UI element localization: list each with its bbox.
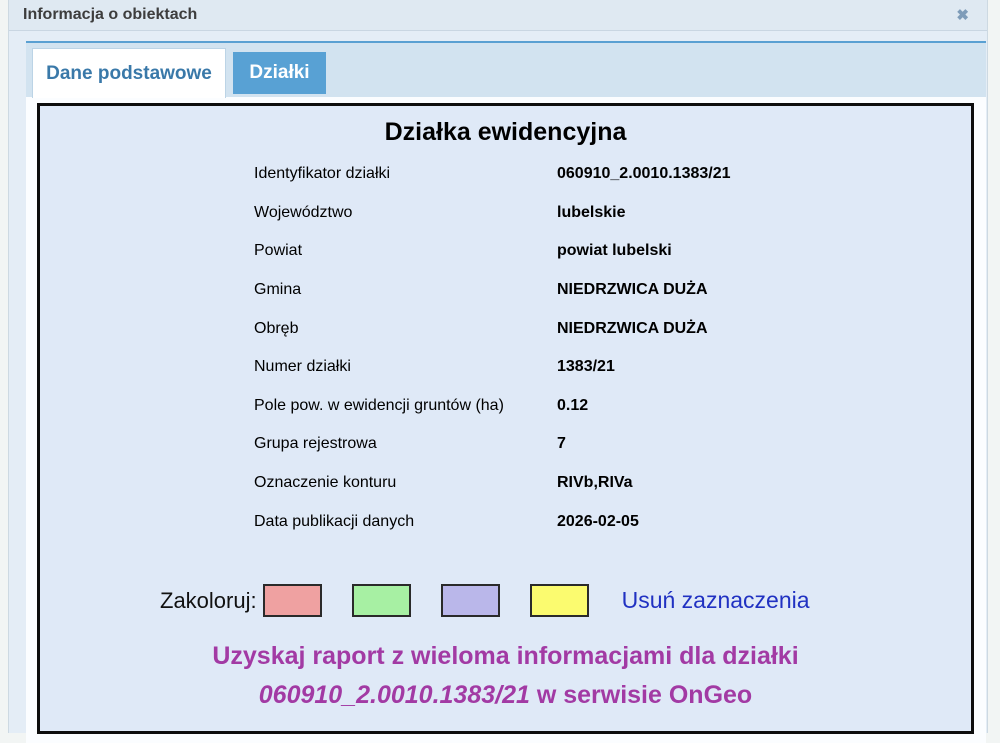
row-label: Data publikacji danych (254, 512, 415, 530)
tab-label: Działki (249, 62, 310, 83)
row-label: Pole pow. w ewidencji gruntów (ha) (254, 396, 504, 414)
table-row: Grupa rejestrowa 7 (40, 425, 971, 464)
row-label: Grupa rejestrowa (254, 435, 377, 453)
color-swatch-green[interactable] (351, 584, 411, 618)
row-value: 7 (557, 435, 566, 453)
table-row: Oznaczenie konturu RIVb,RIVa (40, 464, 971, 503)
panel-heading: Działka ewidencyjna (384, 118, 627, 146)
table-row: Powiat powiat lubelski (40, 232, 971, 271)
report-link-line2: 060910_2.0010.1383/21 w serwisie OnGeo (40, 676, 971, 715)
row-value: NIEDRZWICA DUŻA (557, 319, 708, 337)
row-value: 1383/21 (557, 358, 615, 376)
parcel-info-panel: Działka ewidencyjna Identyfikator działk… (37, 103, 974, 734)
table-row: Pole pow. w ewidencji gruntów (ha) 0.12 (40, 387, 971, 426)
attribute-table: Identyfikator działki 060910_2.0010.1383… (40, 155, 971, 541)
row-value: RIVb,RIVa (557, 474, 633, 492)
colorize-label: Zakoloruj: (160, 587, 257, 613)
dialog-title: Informacja o obiektach (23, 6, 198, 23)
row-value: NIEDRZWICA DUŻA (557, 281, 708, 299)
clear-selection-link[interactable]: Usuń zaznaczenia (621, 587, 810, 614)
table-row: Gmina NIEDRZWICA DUŻA (40, 271, 971, 310)
table-row: Obręb NIEDRZWICA DUŻA (40, 309, 971, 348)
colorize-row: Zakoloruj: Usuń zaznaczenia (40, 579, 971, 623)
row-value: lubelskie (557, 203, 626, 221)
color-swatch-purple[interactable] (440, 584, 500, 618)
color-swatch-yellow[interactable] (529, 584, 589, 618)
tab-label: Dane podstawowe (46, 62, 212, 84)
row-label: Numer działki (254, 358, 351, 376)
report-link[interactable]: Uzyskaj raport z wieloma informacjami dl… (40, 637, 971, 715)
tab-widget: Dane podstawowe Działki Działka ewidency… (26, 41, 986, 743)
row-label: Województwo (254, 203, 353, 221)
row-value: 0.12 (557, 396, 589, 414)
info-dialog: Informacja o obiektach ✖ Dane podstawowe… (8, 0, 988, 743)
table-row: Numer działki 1383/21 (40, 348, 971, 387)
row-value: powiat lubelski (557, 242, 672, 260)
dialog-titlebar: Informacja o obiektach ✖ (9, 0, 987, 31)
row-value: 2026-02-05 (557, 512, 639, 530)
report-parcel-id: 060910_2.0010.1383/21 (258, 680, 530, 709)
tab-dzialki[interactable]: Działki (233, 52, 326, 94)
tab-strip: Dane podstawowe Działki (26, 41, 986, 98)
table-row: Identyfikator działki 060910_2.0010.1383… (40, 155, 971, 194)
report-link-suffix: w serwisie OnGeo (529, 680, 753, 709)
row-label: Identyfikator działki (254, 165, 391, 183)
table-row: Data publikacji danych 2026-02-05 (40, 502, 971, 541)
close-icon[interactable]: ✖ (956, 6, 969, 24)
row-label: Gmina (254, 281, 302, 299)
tab-dane-podstawowe[interactable]: Dane podstawowe (32, 48, 226, 98)
tab-panel: Działka ewidencyjna Identyfikator działk… (26, 97, 986, 743)
row-value: 060910_2.0010.1383/21 (557, 165, 731, 183)
row-label: Powiat (254, 242, 303, 260)
report-link-line1: Uzyskaj raport z wieloma informacjami dl… (212, 641, 799, 670)
row-label: Oznaczenie konturu (254, 474, 397, 492)
color-swatch-red[interactable] (262, 584, 322, 618)
row-label: Obręb (254, 319, 299, 337)
table-row: Województwo lubelskie (40, 194, 971, 233)
